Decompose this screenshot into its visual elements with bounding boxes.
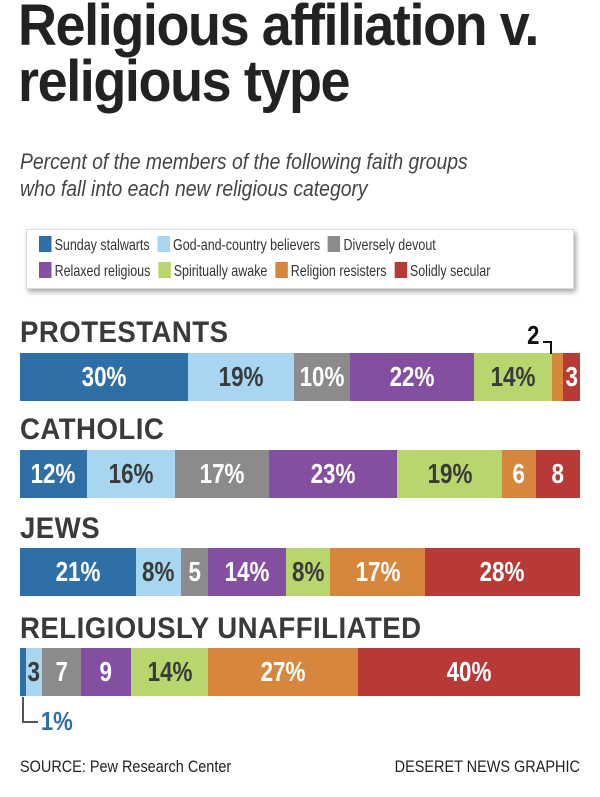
bar-segment: 3 [25, 648, 43, 696]
data-label: 19% [218, 361, 264, 392]
bar-segment: 30% [20, 353, 188, 401]
credit: DESERET NEWS GRAPHIC [394, 757, 580, 776]
bar-segment: 8% [286, 548, 331, 596]
legend-item: Diversely devout [327, 236, 436, 255]
data-label: 40% [446, 656, 492, 687]
bar-segment: 21% [20, 548, 137, 596]
bar-segment: 17% [175, 450, 270, 498]
legend-label: God-and-country believers [173, 237, 321, 254]
source-note: SOURCE: Pew Research Center [20, 757, 232, 776]
group-title: CATHOLIC [20, 413, 165, 446]
bar-segment: 6 [502, 450, 536, 498]
bar-segment: 16% [86, 450, 176, 498]
data-label: 7 [55, 656, 68, 687]
bar-segment: 23% [269, 450, 397, 498]
data-label: 14% [147, 656, 193, 687]
legend-swatch [39, 262, 52, 278]
legend-item: God-and-country believers [157, 236, 320, 255]
legend-label: Sunday stalwarts [54, 237, 150, 254]
data-label: 8% [142, 556, 175, 587]
legend-item: Religion resisters [275, 262, 387, 281]
data-label: 12% [30, 458, 76, 489]
legend-swatch [275, 262, 288, 278]
data-label: 28% [479, 556, 525, 587]
bar-segment: 22% [350, 353, 474, 401]
chart-title: Religious affiliation v. religious type [18, 0, 539, 114]
legend: Sunday stalwarts God-and-country believer… [26, 229, 574, 289]
data-label: 10% [299, 361, 345, 392]
legend-swatch [394, 262, 407, 278]
bar-segment: 14% [130, 648, 209, 696]
data-label: 17% [199, 458, 245, 489]
bar-segment: 9 [80, 648, 131, 696]
subtitle-line: Percent of the members of the following … [20, 149, 468, 174]
bar-segment: 5 [180, 548, 209, 596]
legend-swatch [158, 262, 171, 278]
bar-segment: 19% [188, 353, 295, 401]
data-label: 6 [512, 458, 526, 489]
legend-label: Relaxed religious [54, 263, 151, 280]
group-title: PROTESTANTS [20, 316, 229, 349]
legend-swatch [157, 236, 170, 252]
legend-swatch [327, 236, 341, 252]
bar-segment [20, 648, 26, 696]
data-label: 3 [27, 656, 41, 687]
data-label: 21% [55, 556, 101, 587]
callout-line [22, 697, 38, 723]
legend-label: Spiritually awake [173, 263, 268, 280]
data-label: 14% [224, 556, 270, 587]
data-label: 8% [292, 556, 325, 587]
bar-segment [551, 353, 564, 401]
data-label: 5 [188, 556, 201, 587]
bar-segment: 3 [563, 353, 580, 401]
data-label: 16% [108, 458, 154, 489]
callout-label: 1% [40, 706, 73, 736]
data-label: 22% [389, 361, 435, 392]
bar-segment: 17% [330, 548, 425, 596]
data-label: 8 [551, 458, 565, 489]
bar-segment: 40% [358, 648, 580, 696]
data-label: 19% [427, 458, 473, 489]
data-label: 3 [565, 361, 578, 392]
callout-line [543, 341, 552, 354]
bar-segment: 14% [208, 548, 287, 596]
legend-item: Sunday stalwarts [39, 236, 150, 255]
legend-label: Diversely devout [343, 237, 436, 254]
data-label: 27% [260, 656, 306, 687]
bar-segment: 28% [424, 548, 580, 596]
chart-subtitle: Percent of the members of the following … [20, 148, 468, 202]
bar-segment: 7 [42, 648, 81, 696]
bar-segment: 8% [136, 548, 181, 596]
legend-swatch [39, 236, 52, 252]
stacked-bar: 21% 8% 5 14% 8% 17% 28% [20, 548, 580, 596]
subtitle-line: who fall into each new religious categor… [20, 176, 368, 201]
stacked-bar: 30% 19% 10% 22% 14% 3 [20, 353, 580, 401]
data-label: 30% [81, 361, 127, 392]
bar-segment: 12% [20, 450, 87, 498]
data-label: 17% [355, 556, 400, 587]
group-title: JEWS [20, 512, 101, 545]
bar-segment: 14% [473, 353, 552, 401]
data-label: 9 [99, 656, 113, 687]
legend-item: Relaxed religious [39, 262, 150, 281]
data-label: 14% [490, 361, 536, 392]
legend-label: Religion resisters [290, 263, 387, 280]
group-title: RELIGIOUSLY UNAFFILIATED [20, 612, 422, 645]
stacked-bar: 12% 16% 17% 23% 19% 6 8 [20, 450, 580, 498]
legend-item: Spiritually awake [158, 262, 267, 281]
callout-label: 2 [527, 320, 540, 350]
legend-item: Solidly secular [394, 262, 490, 281]
bar-segment: 8 [535, 450, 580, 498]
bar-segment: 19% [397, 450, 503, 498]
legend-label: Solidly secular [409, 263, 491, 280]
data-label: 23% [310, 458, 356, 489]
bar-segment: 10% [294, 353, 351, 401]
bar-segment: 27% [208, 648, 359, 696]
stacked-bar: 3 7 9 14% 27% 40% [20, 648, 580, 696]
